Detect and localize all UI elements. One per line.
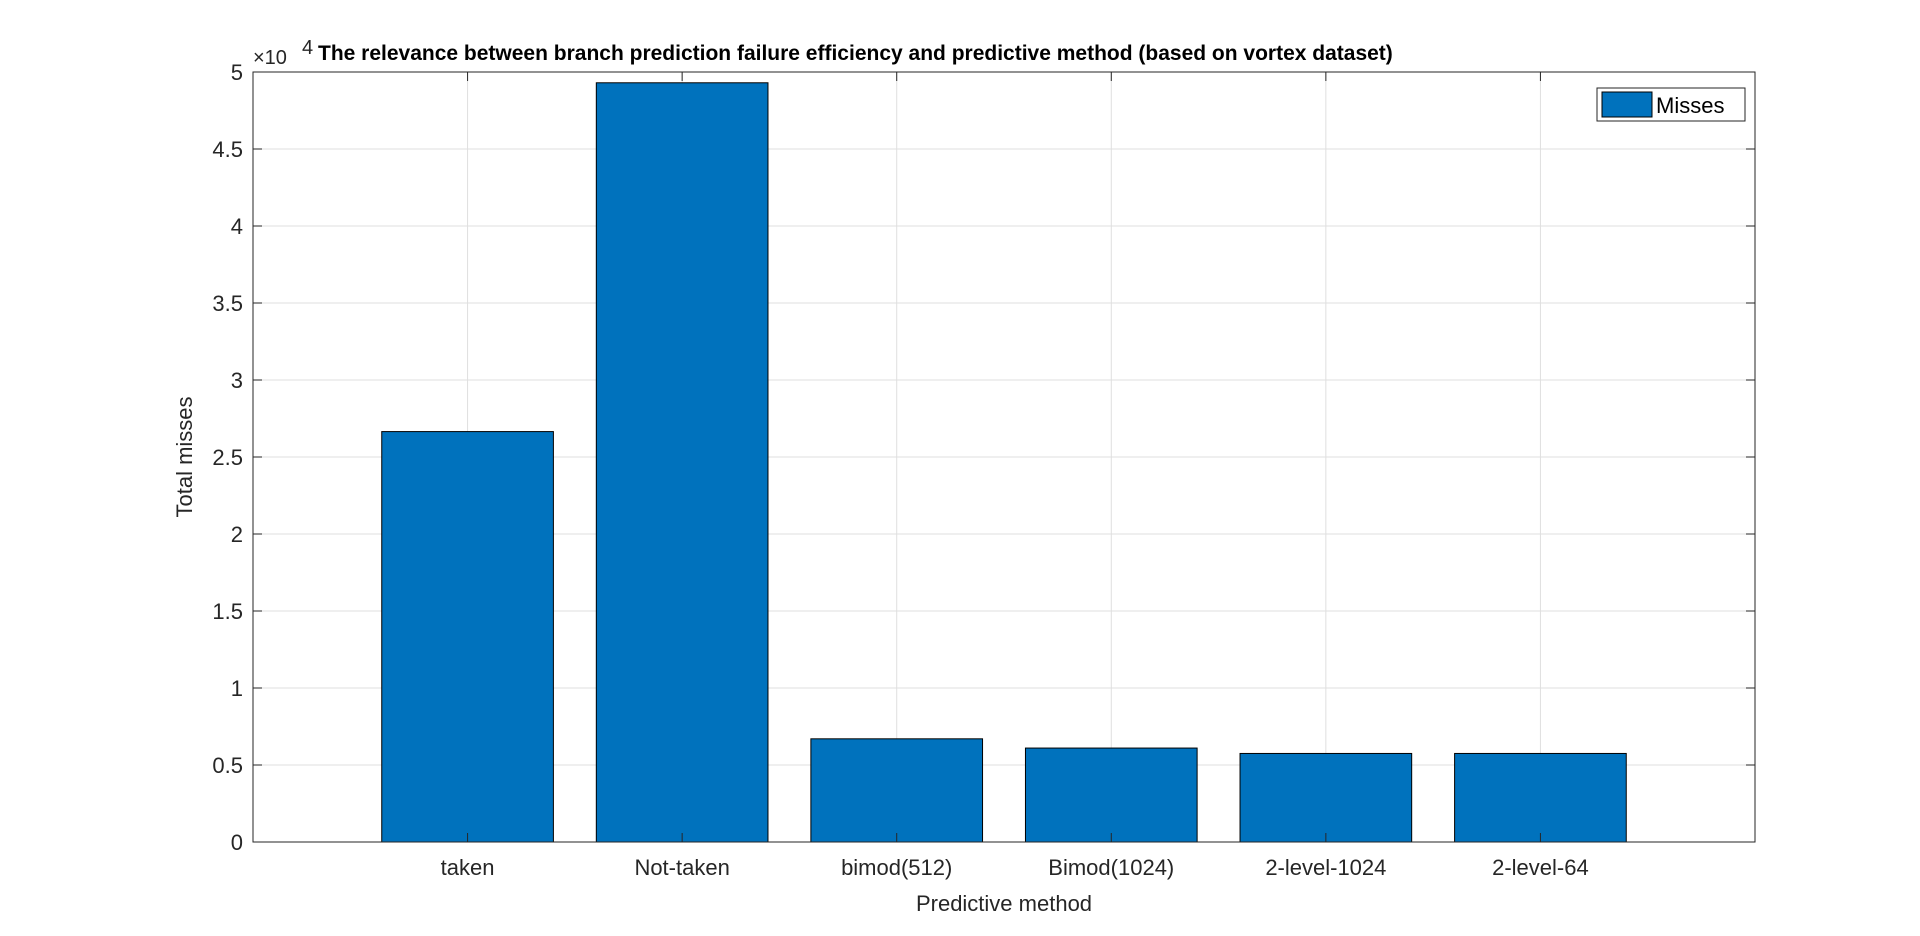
y-tick-label: 4.5 bbox=[212, 137, 243, 162]
y-tick-label: 4 bbox=[231, 214, 243, 239]
axis-ticks bbox=[253, 71, 1755, 843]
x-tick-label: bimod(512) bbox=[841, 855, 952, 880]
y-exponent-base: ×10 bbox=[253, 47, 287, 69]
legend-swatch bbox=[1601, 91, 1653, 118]
y-tick-labels: 0 0.5 1 1.5 2 2.5 3 3.5 4 4.5 5 bbox=[212, 60, 243, 855]
y-tick-label: 2.5 bbox=[212, 445, 243, 470]
x-axis-label: Predictive method bbox=[916, 891, 1092, 916]
x-tick-label: Not-taken bbox=[634, 855, 729, 880]
y-tick-label: 3.5 bbox=[212, 291, 243, 316]
y-tick-label: 0 bbox=[231, 830, 243, 855]
x-tick-labels: taken Not-taken bimod(512) Bimod(1024) 2-lev… bbox=[441, 855, 1589, 880]
legend-label: Misses bbox=[1656, 93, 1724, 118]
y-axis-label: Total misses bbox=[172, 396, 197, 517]
bar-bimod-1024 bbox=[1024, 747, 1198, 843]
bar-taken bbox=[381, 431, 554, 843]
x-tick-label: Bimod(1024) bbox=[1048, 855, 1174, 880]
x-tick-label: 2-level-64 bbox=[1492, 855, 1589, 880]
bar-2-level-1024 bbox=[1239, 752, 1413, 843]
x-tick-label: 2-level-1024 bbox=[1265, 855, 1386, 880]
x-tick-label: taken bbox=[441, 855, 495, 880]
legend: Misses bbox=[1596, 87, 1746, 122]
y-tick-label: 3 bbox=[231, 368, 243, 393]
y-tick-label: 1.5 bbox=[212, 599, 243, 624]
y-tick-label: 5 bbox=[231, 60, 243, 85]
bar-not-taken bbox=[595, 82, 769, 843]
y-tick-label: 0.5 bbox=[212, 753, 243, 778]
y-exponent-power: 4 bbox=[302, 37, 313, 59]
bars-group bbox=[381, 82, 1627, 843]
chart-title: The relevance between branch prediction … bbox=[318, 42, 1393, 65]
y-tick-label: 2 bbox=[231, 522, 243, 547]
bar-bimod-512 bbox=[810, 738, 984, 843]
bar-2-level-64 bbox=[1454, 752, 1627, 843]
y-tick-label: 1 bbox=[231, 676, 243, 701]
